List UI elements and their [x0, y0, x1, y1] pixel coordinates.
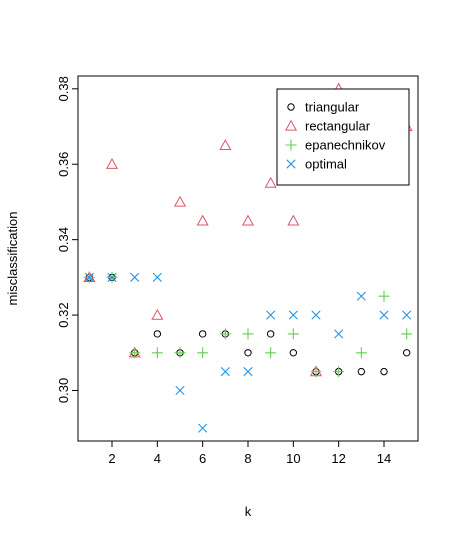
data-point-optimal	[152, 272, 162, 282]
data-point-triangular	[266, 330, 275, 338]
legend-label-triangular: triangular	[305, 100, 360, 115]
data-point-rectangular	[196, 214, 209, 226]
data-point-rectangular	[264, 176, 277, 188]
data-point-epanechnikov	[265, 347, 277, 359]
data-point-optimal	[198, 423, 208, 433]
legend-label-epanechnikov: epanechnikov	[305, 138, 386, 153]
data-point-epanechnikov	[287, 328, 299, 340]
data-point-epanechnikov	[197, 347, 209, 359]
series-optimal	[84, 272, 412, 433]
data-point-rectangular	[151, 308, 164, 320]
data-point-optimal	[379, 310, 389, 320]
x-tick-label: 8	[244, 451, 251, 466]
x-tick-label: 14	[377, 451, 391, 466]
data-point-optimal	[356, 291, 366, 301]
legend-box	[276, 88, 410, 186]
data-point-epanechnikov	[310, 366, 322, 378]
points-group	[83, 82, 413, 433]
y-tick-label: 0.32	[56, 302, 71, 327]
data-point-rectangular	[287, 214, 300, 226]
legend-label-optimal: optimal	[305, 157, 347, 172]
legend-marker-optimal	[286, 159, 296, 169]
legend-label-rectangular: rectangular	[305, 119, 371, 134]
series-epanechnikov	[83, 271, 413, 378]
data-point-epanechnikov	[151, 347, 163, 359]
data-point-optimal	[402, 310, 412, 320]
y-tick-label: 0.34	[56, 227, 71, 252]
y-tick-label: 0.30	[56, 378, 71, 403]
data-point-epanechnikov	[242, 328, 254, 340]
data-point-triangular	[289, 349, 298, 357]
y-tick-label: 0.36	[56, 152, 71, 177]
x-tick-label: 10	[286, 451, 300, 466]
legend-marker-epanechnikov	[285, 139, 297, 151]
data-point-epanechnikov	[219, 328, 231, 340]
x-tick-label: 2	[108, 451, 115, 466]
plot-layer	[83, 82, 413, 433]
data-point-rectangular	[219, 139, 232, 151]
data-point-epanechnikov	[378, 290, 390, 302]
data-point-epanechnikov	[174, 347, 186, 359]
data-point-optimal	[266, 310, 276, 320]
data-point-rectangular	[173, 195, 187, 207]
legend: triangular rectangular epanechnikov optimal	[276, 88, 410, 186]
data-point-optimal	[334, 329, 344, 339]
legend-marker-triangular	[287, 103, 295, 111]
data-point-epanechnikov	[129, 347, 141, 359]
x-tick-label: 12	[331, 451, 345, 466]
data-point-triangular	[357, 367, 366, 376]
data-point-triangular	[153, 330, 162, 338]
x-axis-label: k	[245, 504, 252, 519]
y-axis-label: misclassification	[5, 212, 20, 306]
y-tick-label: 0.38	[56, 76, 71, 101]
data-point-optimal	[220, 367, 230, 377]
data-point-optimal	[288, 310, 298, 320]
data-point-optimal	[107, 272, 117, 282]
data-point-triangular	[198, 330, 207, 338]
data-point-rectangular	[241, 214, 255, 226]
data-point-epanechnikov	[333, 366, 345, 378]
data-point-epanechnikov	[355, 347, 367, 359]
data-point-optimal	[243, 367, 253, 377]
axes-layer: 2 4 6 8 10 12 14 0.30 0.32 0.34 0.36 0.38	[56, 76, 391, 466]
data-point-optimal	[84, 272, 94, 282]
data-point-triangular	[402, 349, 411, 357]
x-tick-label: 4	[154, 451, 161, 466]
series-triangular	[85, 273, 411, 376]
data-point-rectangular	[105, 158, 119, 169]
data-point-epanechnikov	[401, 328, 413, 340]
x-tick-label: 6	[199, 451, 206, 466]
legend-marker-rectangular	[284, 119, 298, 131]
data-point-triangular	[380, 367, 388, 376]
data-point-optimal	[311, 310, 321, 320]
data-point-optimal	[175, 385, 185, 396]
data-point-optimal	[130, 272, 140, 282]
data-point-triangular	[244, 349, 252, 357]
